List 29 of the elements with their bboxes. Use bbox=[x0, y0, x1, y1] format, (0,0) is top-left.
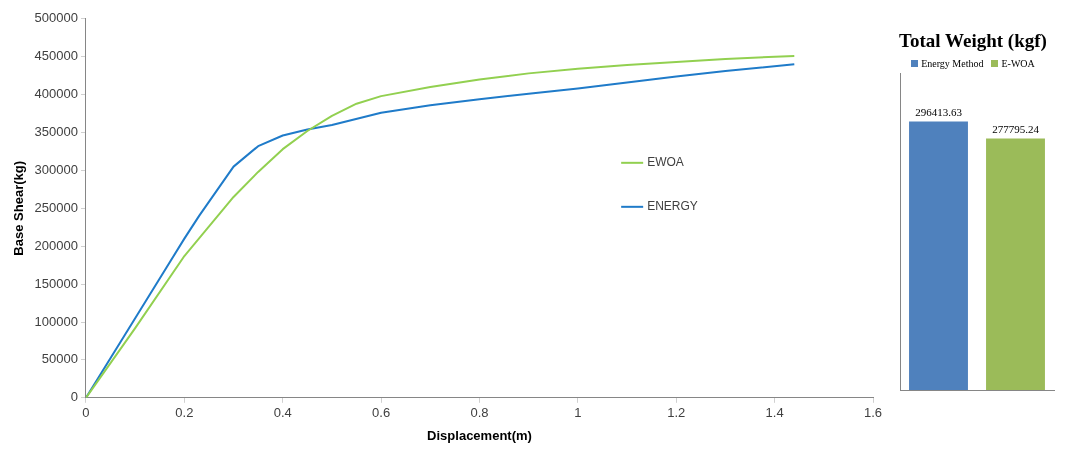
chart-title: Total Weight (kgf) bbox=[898, 30, 1048, 52]
y-tick-label: 350000 bbox=[34, 124, 78, 140]
x-tick-label: 0 bbox=[82, 405, 90, 421]
y-tick-label: 250000 bbox=[34, 199, 78, 215]
x-tick-label: 0.2 bbox=[175, 405, 194, 421]
y-tick-label: 500000 bbox=[34, 10, 78, 26]
x-tick-label: 1 bbox=[574, 405, 582, 421]
data-label: 277795.24 bbox=[992, 122, 1040, 135]
data-label: 296413.63 bbox=[915, 105, 963, 118]
y-tick-label: 150000 bbox=[34, 275, 78, 291]
x-axis-title: Displacement(m) bbox=[427, 427, 532, 443]
category-label: Energy Method bbox=[921, 58, 984, 69]
x-tick-label: 1.4 bbox=[765, 405, 784, 421]
legend-label: EWOA bbox=[647, 155, 684, 170]
x-tick-label: 0.8 bbox=[470, 405, 489, 421]
y-tick-label: 450000 bbox=[34, 48, 78, 64]
y-tick-label: 50000 bbox=[41, 351, 78, 367]
x-tick-label: 1.2 bbox=[667, 405, 686, 421]
category-label: E-WOA bbox=[1001, 58, 1035, 69]
x-tick-label: 1.6 bbox=[863, 405, 883, 421]
y-axis-title: Base Shear(kg) bbox=[11, 160, 27, 256]
y-tick-label: 200000 bbox=[34, 237, 78, 253]
y-tick-label: 0 bbox=[70, 389, 78, 405]
legend-label: ENERGY bbox=[647, 199, 698, 214]
y-tick-label: 400000 bbox=[34, 86, 78, 102]
x-tick-label: 0.4 bbox=[273, 405, 292, 421]
x-tick-label: 0.6 bbox=[372, 405, 391, 421]
y-tick-label: 100000 bbox=[34, 313, 78, 329]
y-tick-label: 300000 bbox=[34, 161, 78, 177]
